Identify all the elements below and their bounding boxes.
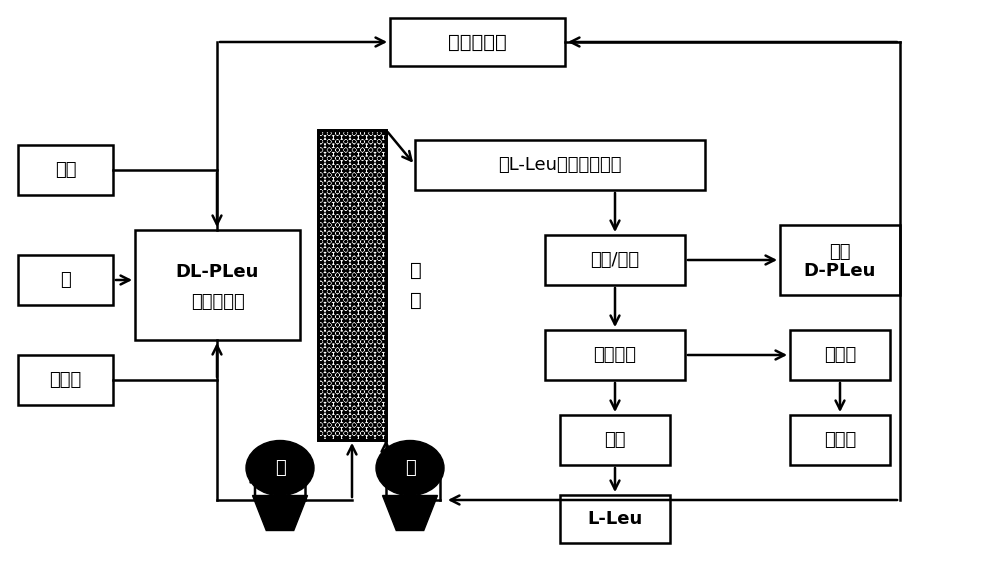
Text: 酸化/过滤: 酸化/过滤 — [590, 251, 640, 269]
Bar — [415, 140, 705, 190]
Bar — [560, 495, 670, 543]
Ellipse shape — [376, 440, 444, 496]
Text: 消旋反应器: 消旋反应器 — [448, 33, 507, 51]
Bar — [18, 355, 113, 405]
Text: 泵: 泵 — [405, 459, 415, 477]
Bar — [18, 255, 113, 305]
Text: 有机相: 有机相 — [824, 346, 856, 364]
Bar — [780, 225, 900, 295]
Text: 水: 水 — [60, 271, 71, 289]
Text: DL-PLeu: DL-PLeu — [176, 263, 259, 281]
Text: 滤液萃取: 滤液萃取 — [594, 346, 637, 364]
Text: 含L-Leu的反应液储罐: 含L-Leu的反应液储罐 — [498, 156, 622, 174]
Bar — [790, 415, 890, 465]
Text: 泵: 泵 — [275, 459, 285, 477]
Bar — [390, 18, 565, 66]
Text: 柱: 柱 — [410, 291, 422, 309]
Text: 原料: 原料 — [55, 161, 76, 179]
Polygon shape — [382, 496, 438, 530]
Text: 固体: 固体 — [829, 243, 851, 260]
Bar — [18, 145, 113, 195]
Text: 水相: 水相 — [604, 431, 626, 449]
Text: 底物液储罐: 底物液储罐 — [191, 292, 244, 311]
Bar — [135, 230, 300, 340]
Bar — [545, 330, 685, 380]
Bar — [560, 415, 670, 465]
Bar — [318, 130, 386, 440]
Text: 有机碱: 有机碱 — [49, 371, 82, 389]
Bar — [318, 130, 386, 440]
Text: 苯乙酸: 苯乙酸 — [824, 431, 856, 449]
Bar — [545, 235, 685, 285]
Ellipse shape — [246, 440, 314, 496]
Text: D-PLeu: D-PLeu — [804, 262, 876, 279]
Text: L-Leu: L-Leu — [587, 510, 643, 528]
Polygon shape — [252, 496, 308, 530]
Bar — [790, 330, 890, 380]
Text: 酶: 酶 — [410, 260, 422, 279]
